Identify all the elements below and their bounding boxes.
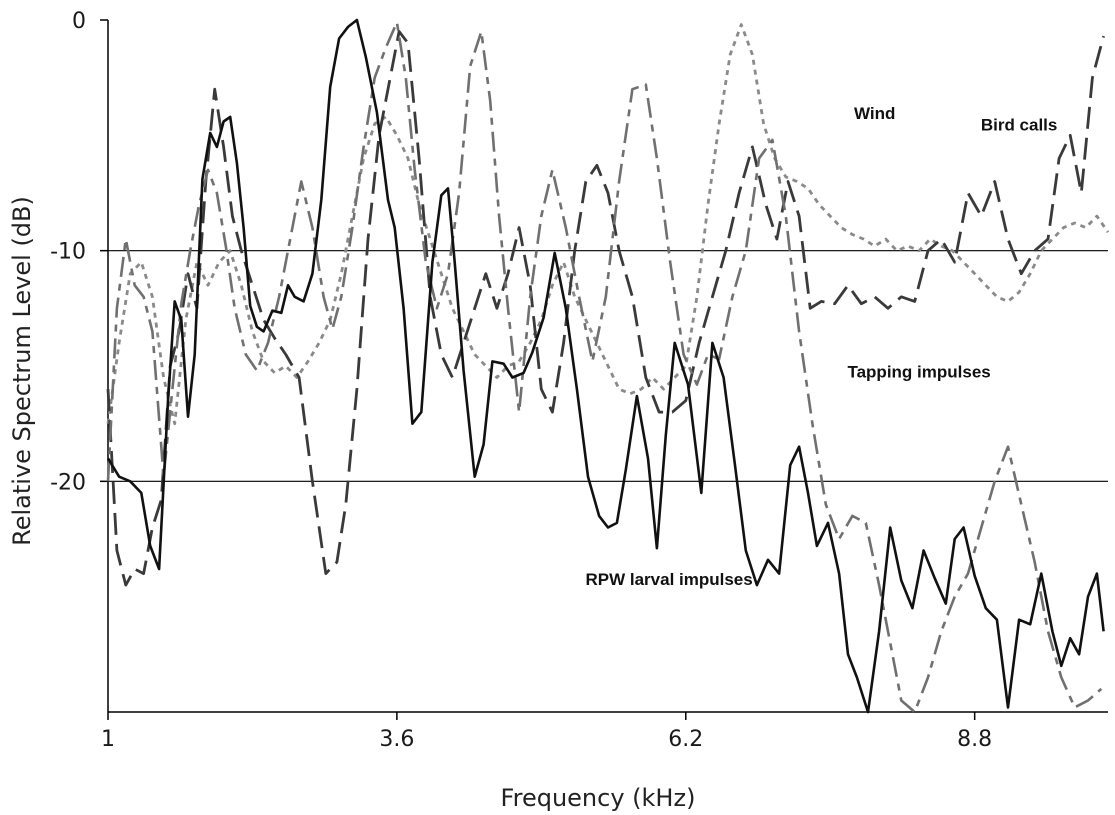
series-label-wind: Wind — [854, 104, 895, 123]
gridlines — [108, 250, 1108, 482]
y-axis-title: Relative Spectrum Level (dB) — [8, 196, 36, 546]
series-label-bird-calls: Bird calls — [981, 116, 1058, 135]
x-tick-label: 6.2 — [668, 727, 703, 752]
x-tick-label: 8.8 — [957, 727, 992, 752]
y-tick-label: 0 — [72, 9, 86, 34]
x-tick-label: 3.6 — [379, 727, 414, 752]
series-line-tapping-impulses — [106, 20, 1103, 714]
series-label-rpw-larval-impulses: RPW larval impulses — [585, 570, 752, 589]
y-tick-label: -20 — [50, 470, 86, 495]
series-label-tapping-impulses: Tapping impulses — [847, 363, 990, 382]
series-lines — [106, 18, 1110, 714]
series-line-wind — [106, 23, 1110, 426]
axes — [107, 20, 1108, 713]
x-tick-group: 1 3.6 6.2 8.8 — [101, 712, 992, 752]
x-axis-title: Frequency (kHz) — [501, 784, 696, 812]
series-labels: RPW larval impulses Tapping impulses Bird … — [585, 104, 1057, 589]
series-line-rpw-larval-impulses — [106, 18, 1105, 714]
y-tick-label: -10 — [50, 240, 86, 265]
series-line-bird-calls — [106, 30, 1105, 587]
x-tick-label: 1 — [101, 727, 115, 752]
y-tick-group: 0 -10 -20 — [50, 9, 108, 495]
